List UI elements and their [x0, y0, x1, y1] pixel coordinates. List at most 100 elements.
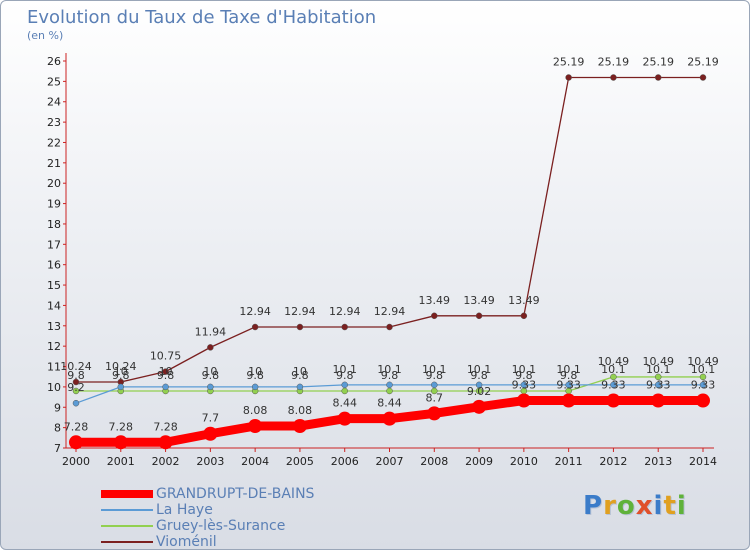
data-label: 10.1	[512, 363, 537, 376]
data-label: 8.44	[377, 397, 402, 410]
data-label: 9.2	[67, 381, 85, 394]
y-tick-label: 9	[54, 401, 61, 414]
y-tick-label: 21	[47, 157, 61, 170]
data-label: 7.28	[64, 420, 89, 433]
x-tick-label: 2008	[420, 455, 448, 468]
data-label: 8.08	[243, 404, 268, 417]
data-label: 9.33	[601, 379, 626, 392]
chart-title: Evolution du Taux de Taxe d'Habitation	[27, 7, 377, 28]
data-label: 9.8	[157, 369, 175, 382]
data-label: 7.28	[109, 420, 134, 433]
data-label: 9.02	[467, 385, 492, 398]
data-label: 9.8	[381, 369, 399, 382]
data-label: 9.8	[336, 369, 354, 382]
y-tick-label: 24	[47, 96, 61, 109]
series-line	[76, 76, 703, 383]
data-point	[475, 381, 483, 389]
data-label: 9.8	[202, 369, 220, 382]
y-tick-label: 26	[47, 55, 61, 68]
data-point	[292, 419, 307, 434]
data-point	[386, 387, 393, 395]
data-label: 13.49	[463, 294, 495, 307]
logo-letter: r	[603, 491, 617, 521]
x-tick-label: 2009	[465, 455, 493, 468]
legend-swatch-viomenil	[101, 541, 153, 543]
data-point	[162, 383, 169, 391]
legend-label: Gruey-lès-Surance	[156, 518, 286, 534]
data-point	[427, 406, 442, 421]
x-tick-label: 2001	[107, 455, 135, 468]
legend-swatch-grandrupt	[101, 490, 153, 498]
data-label: 9.8	[470, 369, 488, 382]
line-chart: 7 8 9 10 11 12 13 14 15 16 17 18 19 20 21 22 23 24 25 26 200…	[47, 53, 719, 468]
x-tick-label: 2005	[286, 455, 314, 468]
proxiti-logo: Proxiti	[583, 491, 687, 521]
logo-text: Proxiti	[583, 491, 687, 521]
data-point	[251, 383, 259, 391]
x-tick-label: 2010	[510, 455, 538, 468]
data-label: 12.94	[329, 305, 361, 318]
data-label: 13.49	[419, 294, 451, 307]
data-point	[654, 381, 662, 389]
x-tick-label: 2006	[331, 455, 359, 468]
y-tick-label: 16	[47, 259, 61, 272]
y-tick-label: 7	[54, 442, 61, 455]
data-point	[158, 435, 173, 450]
data-label: 9.33	[512, 379, 537, 392]
data-label: 10.1	[332, 363, 357, 376]
data-label: 10.24	[105, 360, 137, 373]
y-tick-label: 19	[47, 198, 61, 211]
data-point	[475, 312, 483, 320]
legend-label: Vioménil	[156, 534, 217, 550]
data-label: 10.1	[601, 363, 626, 376]
data-point	[520, 381, 528, 389]
data-label: 8.7	[426, 391, 444, 404]
data-label: 10.75	[150, 350, 182, 363]
data-point	[117, 383, 125, 391]
data-point	[386, 381, 393, 389]
y-tick-label: 14	[47, 299, 61, 312]
y-tick-label: 20	[47, 177, 61, 190]
x-tick-label: 2011	[555, 455, 583, 468]
data-label: 10	[159, 365, 173, 378]
data-point	[699, 74, 707, 81]
legend-label: La Haye	[156, 502, 213, 518]
data-label: 10.49	[687, 355, 719, 368]
data-point	[610, 74, 617, 81]
data-label: 9.8	[67, 369, 85, 382]
data-label: 8.44	[332, 397, 357, 410]
x-tick-label: 2004	[241, 455, 269, 468]
data-label: 9.8	[515, 369, 533, 382]
data-label: 10	[114, 365, 128, 378]
data-point	[72, 399, 80, 407]
data-label: 9.33	[691, 379, 716, 392]
logo-letter: o	[616, 491, 636, 521]
data-point	[654, 74, 662, 81]
y-tick-label: 10	[47, 381, 61, 394]
legend-swatch-gruey	[101, 525, 153, 527]
data-point	[561, 393, 576, 408]
data-label: 9.8	[112, 369, 130, 382]
data-point	[565, 381, 572, 389]
x-tick-label: 2007	[376, 455, 404, 468]
x-tick-label: 2012	[599, 455, 627, 468]
data-label: 10.49	[642, 355, 674, 368]
data-label: 10.1	[691, 363, 716, 376]
logo-letter: t	[663, 491, 677, 521]
data-point	[341, 323, 348, 331]
data-point	[516, 393, 531, 408]
data-point	[296, 323, 304, 331]
data-label: 10.1	[646, 363, 671, 376]
data-point	[610, 381, 617, 389]
data-label: 10.24	[60, 360, 92, 373]
data-point	[248, 419, 263, 434]
x-tick-label: 2000	[62, 455, 90, 468]
y-tick-label: 23	[47, 116, 61, 129]
data-point	[207, 344, 214, 351]
data-label: 9.8	[291, 369, 309, 382]
y-tick-label: 15	[47, 279, 61, 292]
data-label: 9.8	[560, 369, 578, 382]
data-label: 10.49	[598, 355, 630, 368]
data-label: 25.19	[598, 55, 630, 68]
